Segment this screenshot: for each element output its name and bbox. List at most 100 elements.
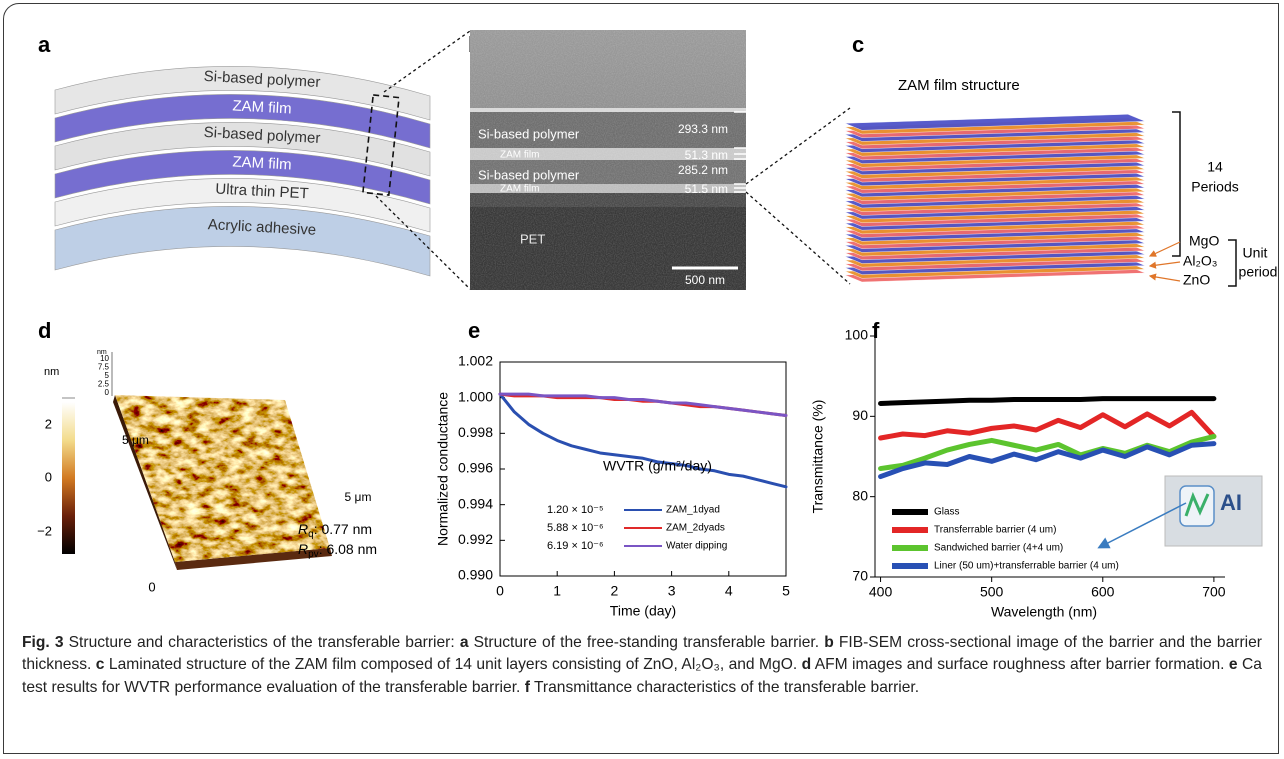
period-bracket	[1172, 111, 1181, 257]
panel-label: f	[872, 318, 880, 343]
legend-title: WVTR (g/m²/day)	[603, 458, 712, 474]
caption-text: Transmittance characteristics of the tra…	[533, 678, 920, 696]
legend-entry: Water dipping	[666, 541, 727, 552]
z-axis-tick-label: 0	[105, 388, 110, 397]
chart: 0.990 0.992 0.994 0.996 0.998 1.000 1.002 0 1 2 3 4…	[435, 353, 790, 619]
colorbar-tick-label: 0	[45, 469, 52, 484]
x-tick-label: 3	[668, 583, 676, 599]
caption-key: f	[524, 678, 530, 696]
panel-label: a	[38, 32, 51, 57]
unit-text: period	[1239, 264, 1278, 280]
roughness-value: : 0.77 nm	[314, 521, 372, 537]
y-axis-label: Normalized conductance	[435, 392, 451, 546]
sem-thickness: 285.2 nm	[678, 163, 728, 177]
y-tick-label: 100	[845, 327, 869, 343]
zoom-box	[362, 94, 400, 196]
y-axis-label: Transmittance (%)	[810, 400, 826, 514]
legend-entry: Glass	[934, 507, 960, 518]
layer-label: Acrylic adhesive	[207, 216, 316, 239]
x-tick-label: 4	[725, 583, 733, 599]
y-tick-label: 0.994	[458, 495, 493, 511]
film-layer	[54, 66, 431, 121]
afm-side	[113, 395, 177, 570]
roughness-label: Rpv: 6.08 nm	[298, 541, 377, 560]
layer-label: ZAM film	[232, 97, 292, 117]
colorbar-unit: nm	[44, 366, 59, 378]
film-layer	[54, 94, 431, 149]
caption-text: Ca test results for WVTR performance eva…	[22, 656, 1262, 696]
afm-side	[175, 548, 332, 570]
caption: Fig. 3 Structure and characteristics of …	[22, 632, 1262, 699]
unit-bracket	[1228, 239, 1237, 287]
z-axis-tick-label: 2.5	[98, 380, 110, 389]
y-tick-label: 80	[852, 487, 868, 503]
caption-key: a	[459, 634, 469, 651]
unit-layer-label: MgO	[1189, 233, 1219, 249]
y-tick-label: 70	[852, 568, 868, 584]
unit-arrow	[1148, 261, 1181, 269]
extent-label: 5 μm	[345, 490, 372, 504]
panel-label: c	[852, 32, 864, 57]
colorbar-tick-label: −2	[37, 523, 52, 538]
caption-key: c	[95, 656, 105, 674]
unit-layer-label: Al₂O₃	[1183, 253, 1217, 269]
y-tick-label: 1.000	[458, 388, 493, 404]
roughness-symbol: R	[298, 521, 308, 537]
x-tick-label: 700	[1202, 584, 1226, 600]
stack-layer	[844, 114, 1146, 131]
caption-label: Fig. 3	[22, 634, 64, 651]
legend-entry: Transferrable barrier (4 um)	[934, 525, 1056, 536]
scale-bar-label: 500 nm	[685, 273, 725, 287]
caption-key: e	[1228, 656, 1238, 674]
structure-title: ZAM film structure	[898, 77, 1020, 94]
thickness-marks	[734, 111, 746, 193]
roughness-label: Rq: 0.77 nm	[298, 521, 372, 540]
y-tick-label: 0.998	[458, 424, 493, 440]
caption-text: FIB-SEM cross-sectional image of the bar…	[22, 634, 1262, 674]
colorbar-tick-label: 2	[45, 416, 52, 431]
zoom-line	[745, 107, 851, 185]
data-line	[878, 396, 1217, 406]
unit-arrow	[1148, 273, 1181, 282]
zoom-line	[383, 30, 471, 93]
zoom-line	[375, 195, 471, 290]
layer-label: Si-based polymer	[203, 68, 320, 91]
caption-text: Structure of the free-standing transfera…	[473, 634, 820, 651]
y-tick-label: 0.990	[458, 567, 493, 583]
period-count: 14	[1207, 159, 1223, 175]
zoom-line	[745, 191, 851, 285]
x-tick-label: 0	[496, 583, 504, 599]
data-line	[498, 392, 788, 417]
unit-layer-label: ZnO	[1183, 272, 1210, 288]
substrate-label: PET	[520, 231, 545, 246]
origin-label: 0	[148, 579, 155, 594]
roughness-subscript: q	[308, 529, 314, 540]
unit-labels: MgO Al₂O₃ ZnO	[1148, 233, 1219, 288]
inset-mark	[1184, 491, 1210, 517]
layer-label: Ultra thin PET	[215, 181, 309, 203]
caption-key: d	[801, 656, 812, 674]
y-tick-label: 1.002	[458, 353, 493, 369]
x-tick-label: 500	[980, 584, 1004, 600]
legend-entry: Liner (50 um)+transferrable barrier (4 u…	[934, 561, 1119, 572]
roughness-subscript: pv	[308, 549, 319, 560]
layer-label: Si-based polymer	[203, 124, 320, 147]
extent-label: 5 μm	[122, 433, 149, 447]
legend-wvtr: 5.88 × 10⁻⁶	[547, 522, 604, 534]
caption-intro: Structure and characteristics of the tra…	[68, 634, 455, 651]
x-tick-label: 5	[782, 583, 790, 599]
data-line	[878, 441, 1217, 480]
x-tick-label: 2	[611, 583, 619, 599]
x-axis-label: Time (day)	[610, 603, 676, 619]
roughness-value: : 6.08 nm	[319, 541, 377, 557]
sem-thickness: 51.3 nm	[685, 148, 728, 162]
sem-layer-label: ZAM film	[500, 150, 539, 161]
legend-wvtr: 6.19 × 10⁻⁶	[547, 540, 604, 552]
z-axis-tick-label: 7.5	[98, 363, 110, 372]
chart: 70 80 90 100 400 500 600 700 Wavelength (nm) Tran…	[810, 327, 1263, 620]
legend-entry: ZAM_2dyads	[666, 523, 725, 534]
caption-text: AFM images and surface roughness after b…	[814, 656, 1225, 674]
